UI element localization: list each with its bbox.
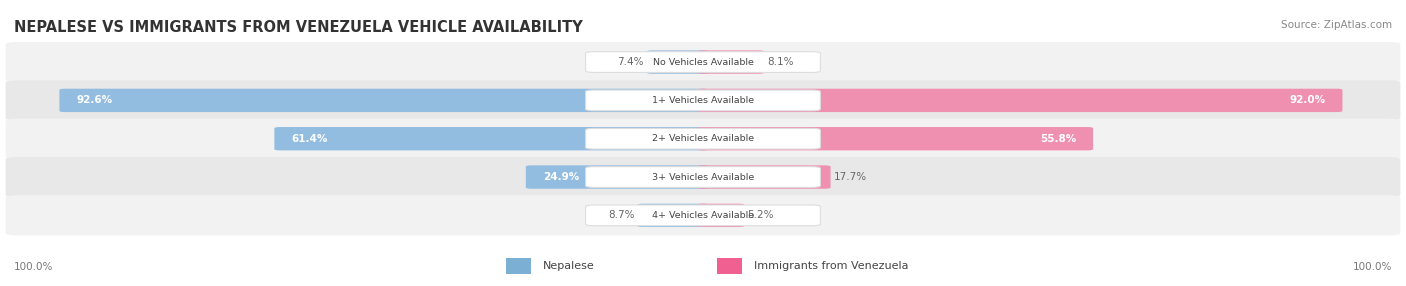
Text: 24.9%: 24.9% <box>543 172 579 182</box>
Text: 5.2%: 5.2% <box>747 210 773 220</box>
Text: 61.4%: 61.4% <box>291 134 328 144</box>
Text: 55.8%: 55.8% <box>1040 134 1076 144</box>
Text: 2+ Vehicles Available: 2+ Vehicles Available <box>652 134 754 143</box>
Text: Source: ZipAtlas.com: Source: ZipAtlas.com <box>1281 20 1392 30</box>
Text: 17.7%: 17.7% <box>834 172 866 182</box>
Text: 4+ Vehicles Available: 4+ Vehicles Available <box>652 211 754 220</box>
Text: No Vehicles Available: No Vehicles Available <box>652 57 754 67</box>
Text: 100.0%: 100.0% <box>14 262 53 272</box>
Text: NEPALESE VS IMMIGRANTS FROM VENEZUELA VEHICLE AVAILABILITY: NEPALESE VS IMMIGRANTS FROM VENEZUELA VE… <box>14 20 583 35</box>
Text: Immigrants from Venezuela: Immigrants from Venezuela <box>754 261 908 271</box>
Text: Nepalese: Nepalese <box>543 261 595 271</box>
Text: 8.1%: 8.1% <box>768 57 794 67</box>
Text: 8.7%: 8.7% <box>609 210 634 220</box>
Text: 100.0%: 100.0% <box>1353 262 1392 272</box>
Text: 3+ Vehicles Available: 3+ Vehicles Available <box>652 172 754 182</box>
Text: 92.0%: 92.0% <box>1289 96 1326 105</box>
Text: 1+ Vehicles Available: 1+ Vehicles Available <box>652 96 754 105</box>
Text: 92.6%: 92.6% <box>76 96 112 105</box>
Text: 7.4%: 7.4% <box>617 57 644 67</box>
